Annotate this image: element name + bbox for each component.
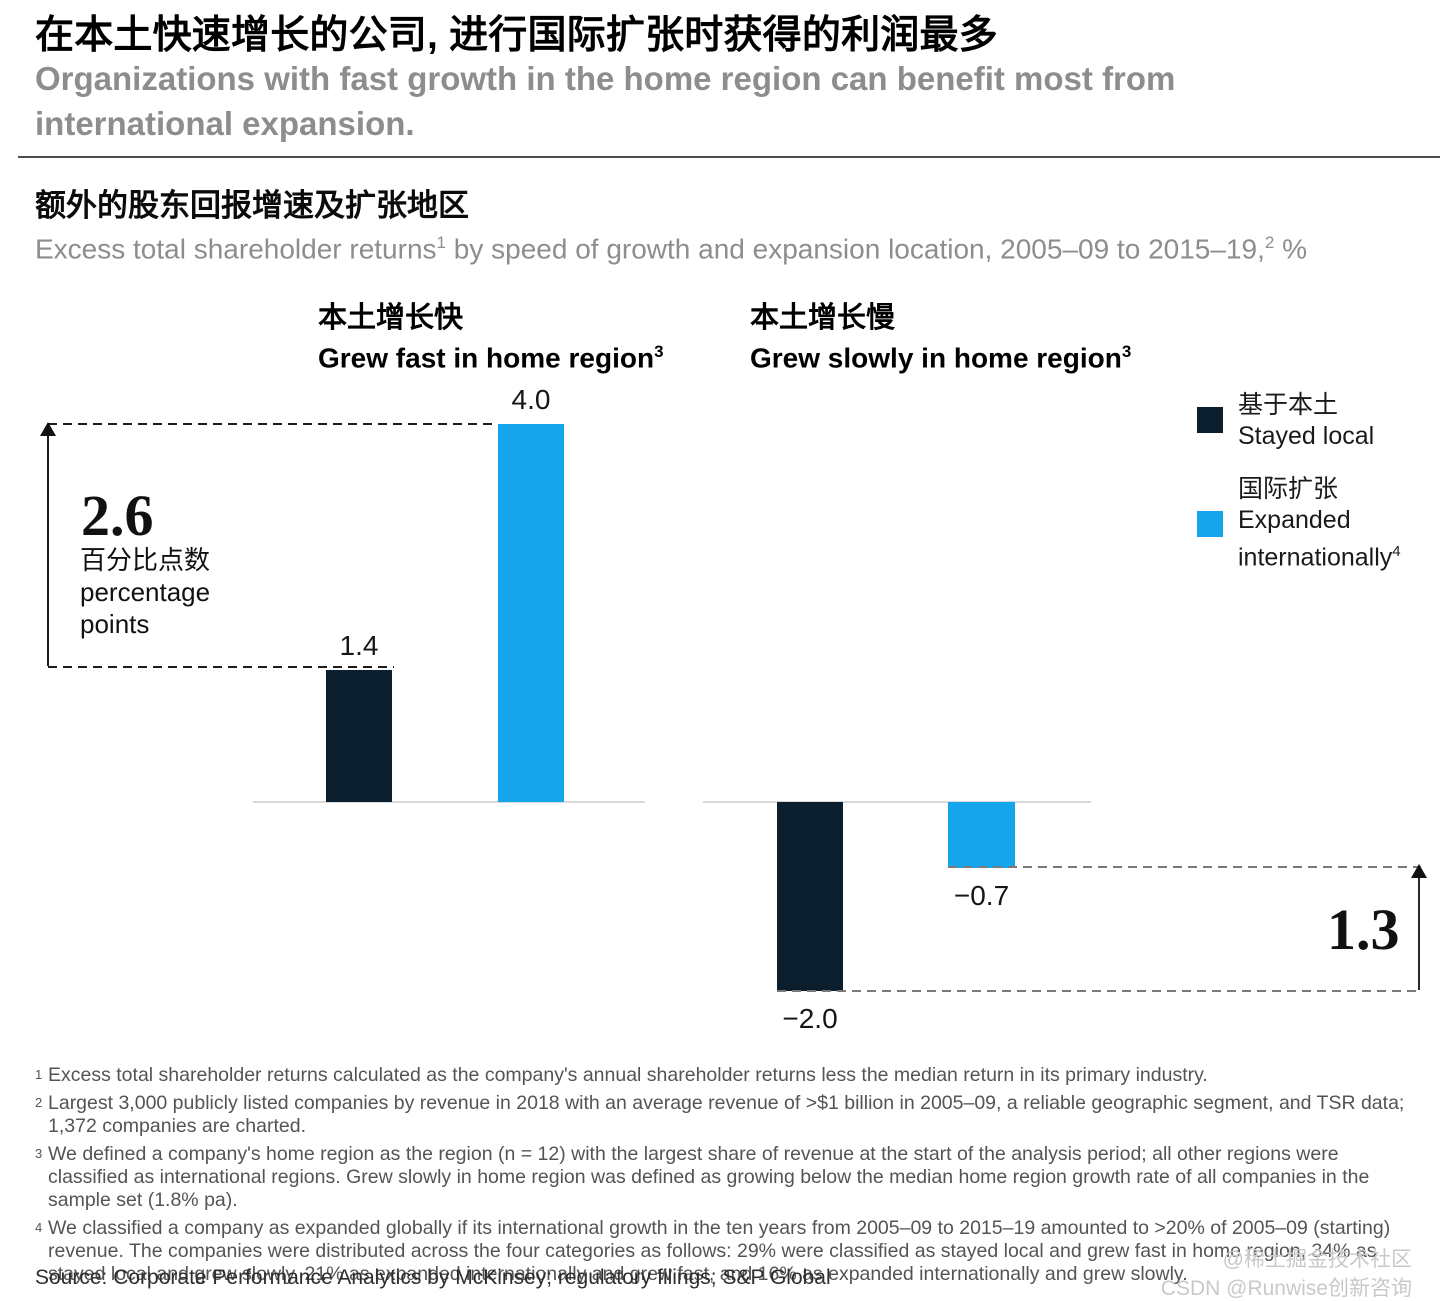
page-subtitle-line2: international expansion. (35, 105, 415, 142)
watermark-line2: CSDN @Runwise创新咨询 (1160, 1277, 1412, 1300)
group-label-slow-zh: 本土增长慢 (750, 302, 896, 334)
axis-baseline-slow (703, 801, 1091, 803)
delta-slow-arrow-line (1418, 874, 1420, 990)
delta-fast-bottom-dash (48, 666, 394, 668)
bar-fast-expanded-internationally: 4.0 (498, 384, 564, 802)
group-label-fast-zh: 本土增长快 (318, 302, 464, 334)
footnote-ref-3: 3 (654, 342, 664, 361)
legend-swatch-stayed-local (1197, 407, 1223, 433)
delta-slow-bottom-dash (777, 990, 1421, 992)
chart-subtitle: Excess total shareholder returns1 by spe… (35, 233, 1307, 265)
footnote-ref-3: 3 (1121, 342, 1132, 361)
legend-text-stayed-local: 基于本土 Stayed local (1238, 391, 1375, 450)
bar-slow-expanded-internationally: −0.7 (948, 802, 1015, 911)
footnote-1: 1 Excess total shareholder returns calcul… (35, 1064, 1208, 1086)
delta-fast-arrowhead-icon (40, 422, 56, 436)
footnote-4: 4 We classified a company as expanded glo… (35, 1217, 1391, 1285)
bar-value-label: 4.0 (511, 384, 551, 415)
footnote-ref-2: 2 (1264, 233, 1275, 252)
footnotes: 1 Excess total shareholder returns calcul… (35, 1064, 1417, 1291)
chart-subtitle-part3: % (1274, 233, 1308, 265)
header-divider (18, 156, 1440, 158)
watermark-line1: @稀土掘金技术社区 (1222, 1248, 1412, 1271)
bar-value-label: −0.7 (953, 880, 1010, 911)
group-label-slow-en: Grew slowly in home region3 (750, 342, 1132, 374)
legend: 基于本土 Stayed local 国际扩张 Expanded internat… (1197, 390, 1401, 595)
group-label-fast: 本土增长快 Grew fast in home region3 (318, 300, 664, 374)
legend-swatch-expanded-internationally (1197, 511, 1223, 537)
bar-fast-stayed-local: 1.4 (326, 630, 392, 802)
delta-fast-top-dash (48, 423, 498, 425)
footnote-ref-1: 1 (436, 233, 446, 252)
chart-subtitle-part2: by speed of growth and expansion locatio… (446, 233, 1265, 265)
footnote-2: 2 Largest 3,000 publicly listed companies… (35, 1092, 1405, 1137)
page-subtitle-line1: Organizations with fast growth in the ho… (35, 60, 1176, 97)
delta-slow-top-dash (948, 866, 1421, 868)
group-label-fast-en: Grew fast in home region3 (318, 342, 664, 374)
footnote-ref-4: 4 (1392, 543, 1401, 560)
delta-slow-arrowhead-icon (1411, 864, 1427, 878)
legend-item-expanded-internationally: 国际扩张 Expanded internationally4 (1197, 474, 1401, 573)
watermark: @稀土掘金技术社区 CSDN @Runwise创新咨询 (1161, 1245, 1412, 1301)
source-line: Source: Corporate Performance Analytics … (35, 1266, 831, 1289)
bar-slow-stayed-local: −2.0 (777, 802, 843, 1034)
page-title: 在本土快速增长的公司, 进行国际扩张时获得的利润最多 (35, 14, 998, 57)
chart-subtitle-part1: Excess total shareholder returns (35, 233, 437, 265)
chart-title: 额外的股东回报增速及扩张地区 (35, 188, 469, 223)
bar-value-label: 1.4 (339, 630, 379, 661)
delta-slow-value: 1.3 (1327, 897, 1400, 962)
delta-fast-value: 2.6 (81, 483, 154, 548)
axis-baseline-fast (253, 801, 645, 803)
page-subtitle: Organizations with fast growth in the ho… (35, 56, 1175, 146)
legend-item-stayed-local: 基于本土 Stayed local (1197, 390, 1401, 452)
footnote-3: 3 We defined a company's home region as t… (35, 1143, 1370, 1211)
delta-fast-caption: 百分比点数 percentage points (80, 545, 211, 639)
bar-value-label: −2.0 (782, 1003, 838, 1034)
delta-fast-arrow-line (47, 432, 49, 666)
group-label-slow: 本土增长慢 Grew slowly in home region3 (750, 300, 1131, 374)
legend-text-expanded-internationally: 国际扩张 Expanded internationally4 (1238, 475, 1401, 572)
